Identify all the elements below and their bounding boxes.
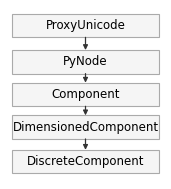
FancyBboxPatch shape: [12, 115, 159, 139]
Text: ProxyUnicode: ProxyUnicode: [45, 19, 126, 32]
FancyBboxPatch shape: [12, 150, 159, 174]
Text: DiscreteComponent: DiscreteComponent: [27, 155, 144, 168]
Text: Component: Component: [51, 88, 120, 101]
FancyBboxPatch shape: [12, 83, 159, 106]
FancyBboxPatch shape: [12, 50, 159, 74]
Text: DimensionedComponent: DimensionedComponent: [12, 121, 159, 134]
Text: PyNode: PyNode: [63, 55, 108, 68]
FancyBboxPatch shape: [12, 14, 159, 37]
